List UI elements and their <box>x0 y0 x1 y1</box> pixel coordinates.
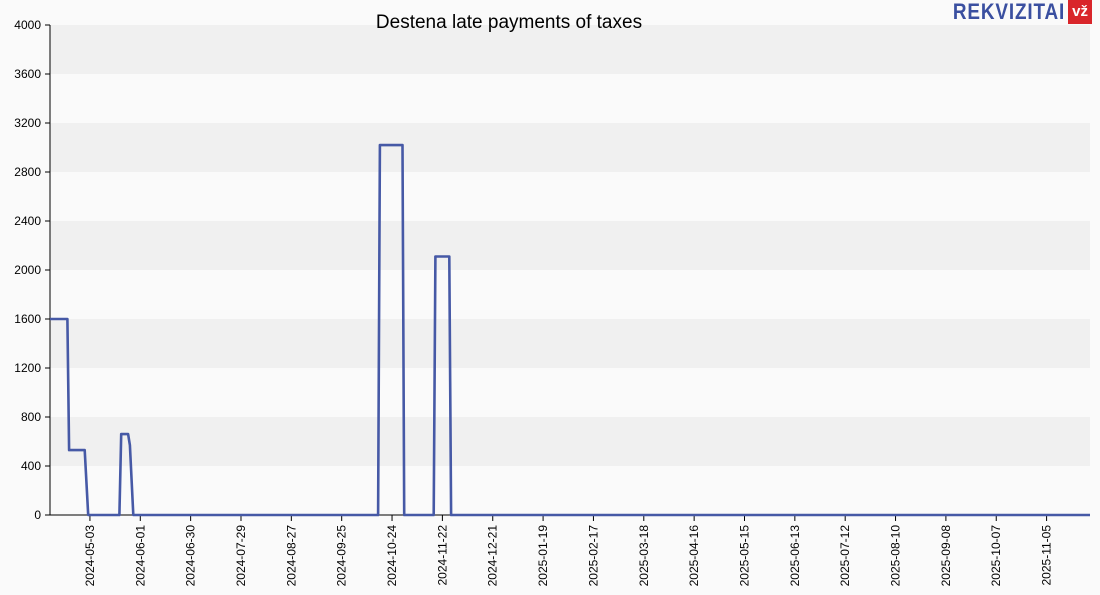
grid-band <box>50 25 1090 74</box>
x-tick-label: 2025-08-10 <box>889 525 903 587</box>
x-tick-label: 2024-07-29 <box>234 525 248 587</box>
x-tick-label: 2025-11-05 <box>1040 525 1054 586</box>
grid-band <box>50 123 1090 172</box>
y-tick-label: 2400 <box>14 214 41 228</box>
y-tick-label: 3200 <box>14 116 41 130</box>
x-tick-label: 2025-04-16 <box>687 525 701 587</box>
grid-band <box>50 417 1090 466</box>
x-tick-label: 2025-09-08 <box>939 525 953 587</box>
y-tick-label: 1200 <box>14 361 41 375</box>
x-tick-label: 2024-11-22 <box>435 525 449 586</box>
grid-band <box>50 368 1090 417</box>
x-tick-label: 2024-06-01 <box>133 525 147 587</box>
grid-band <box>50 74 1090 123</box>
brand-logo: REKVIZITAI vž <box>934 0 1092 24</box>
grid-band <box>50 319 1090 368</box>
x-tick-label: 2025-06-13 <box>788 525 802 587</box>
brand-logo-badge: vž <box>1068 0 1092 24</box>
chart-title: Destena late payments of taxes <box>375 12 643 33</box>
x-tick-label: 2025-07-12 <box>838 525 852 587</box>
y-tick-label: 400 <box>21 459 41 473</box>
y-tick-label: 0 <box>34 508 41 522</box>
x-tick-label: 2024-08-27 <box>284 525 298 587</box>
grid-band <box>50 466 1090 515</box>
x-tick-label: 2025-05-15 <box>737 525 751 587</box>
x-tick-label: 2025-10-07 <box>989 525 1003 587</box>
y-tick-label: 2800 <box>14 165 41 179</box>
x-tick-label: 2025-02-17 <box>586 525 600 587</box>
grid-band <box>50 270 1090 319</box>
x-tick-label: 2024-06-30 <box>184 525 198 587</box>
y-tick-label: 800 <box>21 410 41 424</box>
x-tick-label: 2024-12-21 <box>486 525 500 587</box>
series-line <box>50 143 1090 517</box>
x-tick-label: 2024-10-24 <box>385 525 399 587</box>
y-tick-label: 3600 <box>14 67 41 81</box>
x-tick-label: 2024-09-25 <box>335 525 349 587</box>
y-tick-label: 1600 <box>14 312 41 326</box>
grid-band <box>50 172 1090 221</box>
x-tick-label: 2025-01-19 <box>536 525 550 587</box>
brand-logo-text: REKVIZITAI <box>952 0 1065 24</box>
y-tick-label: 4000 <box>14 18 41 32</box>
x-tick-label: 2025-03-18 <box>637 525 651 587</box>
grid-band <box>50 221 1090 270</box>
x-tick-label: 2024-05-03 <box>83 525 97 587</box>
y-tick-label: 2000 <box>14 263 41 277</box>
